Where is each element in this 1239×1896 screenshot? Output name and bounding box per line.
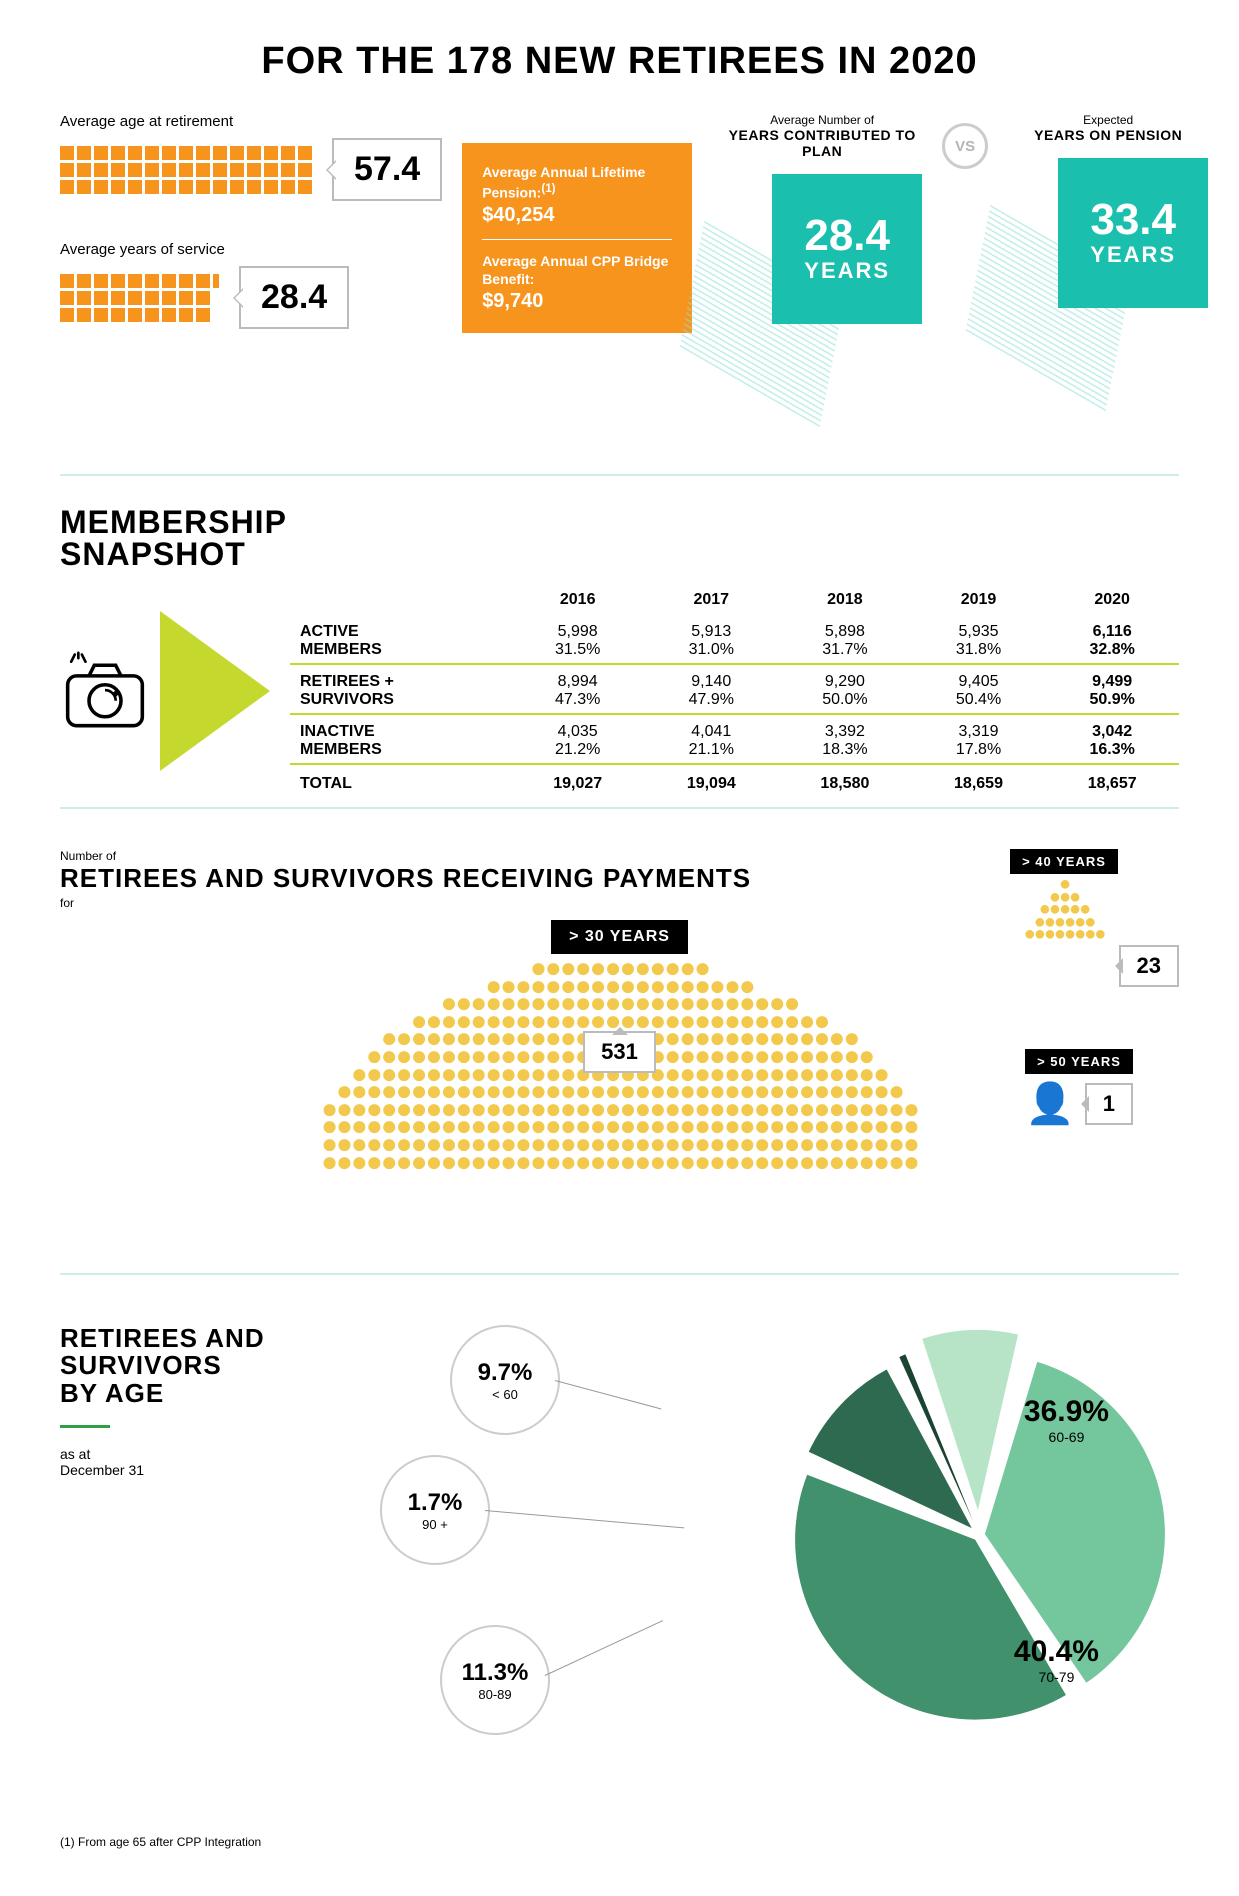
- badge-30-years: > 30 YEARS: [551, 920, 688, 954]
- pie-label-under60: 9.7% < 60: [450, 1325, 560, 1435]
- avg-service-grid: [60, 274, 219, 322]
- snapshot-table: 20162017201820192020ACTIVEMEMBERS5,99831…: [290, 585, 1179, 797]
- avg-age-label: Average age at retirement: [60, 113, 442, 130]
- triangle-pointer-icon: [160, 611, 270, 771]
- years-pension-small: Expected: [998, 113, 1218, 127]
- pie-label-70-79: 40.4% 70-79: [1014, 1635, 1099, 1685]
- years-pension-head: YEARS ON PENSION: [998, 127, 1218, 143]
- person-icon: 👤: [1025, 1080, 1075, 1127]
- cpp-bridge-value: $9,740: [482, 290, 672, 313]
- avg-age-block: Average age at retirement 57.4: [60, 113, 442, 201]
- footnote: (1) From age 65 after CPP Integration: [60, 1835, 1179, 1849]
- pie-label-60-69: 36.9% 60-69: [1024, 1395, 1109, 1445]
- section-receiving-payments: Number of RETIREES AND SURVIVORS RECEIVI…: [60, 849, 1179, 1213]
- vs-badge: VS: [942, 123, 988, 169]
- avg-service-block: Average years of service 28.4: [60, 241, 442, 329]
- value-1: 1: [1085, 1083, 1133, 1125]
- avg-age-grid: [60, 146, 312, 194]
- value-23: 23: [1119, 945, 1179, 987]
- pie-label-80-89: 11.3% 80-89: [440, 1625, 550, 1735]
- badge-50-years: > 50 YEARS: [1025, 1049, 1133, 1074]
- people-group-50: > 50 YEARS 👤 1: [979, 1049, 1179, 1127]
- lifetime-pension-value: $40,254: [482, 204, 672, 227]
- badge-40-years: > 40 YEARS: [1010, 849, 1118, 874]
- avg-service-label: Average years of service: [60, 241, 442, 258]
- years-contributed-head: YEARS CONTRIBUTED TO PLAN: [712, 127, 932, 159]
- pie-label-90plus: 1.7% 90 +: [380, 1455, 490, 1565]
- camera-icon: [60, 651, 150, 731]
- lifetime-pension-label: Average Annual Lifetime Pension:(1): [482, 163, 672, 202]
- snapshot-title: MEMBERSHIPSNAPSHOT: [60, 506, 1179, 570]
- section-retirees-stats: Average age at retirement 57.4 Average y…: [60, 113, 1179, 434]
- pension-amounts-box: Average Annual Lifetime Pension:(1) $40,…: [462, 143, 692, 333]
- years-contributed-small: Average Number of: [712, 113, 932, 127]
- by-age-date: as atDecember 31: [60, 1446, 320, 1478]
- value-531: 531: [583, 1031, 656, 1073]
- avg-service-value: 28.4: [239, 266, 349, 329]
- avg-age-value: 57.4: [332, 138, 442, 201]
- people-group-40: > 40 YEARS ●●●●●●●●●●●●●●●●●●●●●●● 23: [949, 849, 1179, 987]
- section-membership-snapshot: MEMBERSHIPSNAPSHOT 20162017201820192020A…: [60, 506, 1179, 797]
- main-title: FOR THE 178 NEW RETIREES IN 2020: [60, 40, 1179, 83]
- cpp-bridge-label: Average Annual CPP Bridge Benefit:: [482, 252, 672, 288]
- years-pension-block: 33.4 YEARS: [1058, 158, 1208, 308]
- by-age-title: RETIREES AND SURVIVORS BY AGE: [60, 1325, 320, 1407]
- pie-chart: [679, 1325, 1179, 1765]
- years-contributed-block: 28.4 YEARS: [772, 174, 922, 324]
- section-by-age: RETIREES AND SURVIVORS BY AGE as atDecem…: [60, 1325, 1179, 1805]
